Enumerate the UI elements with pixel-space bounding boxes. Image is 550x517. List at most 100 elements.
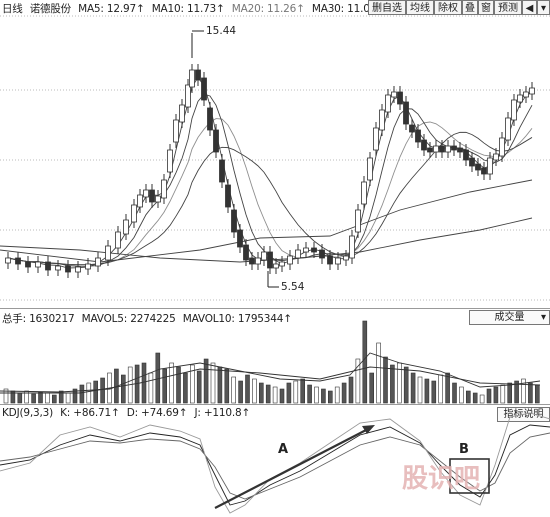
volume-bar — [348, 376, 354, 404]
candle-body — [273, 263, 279, 269]
overlay-button[interactable]: 叠 — [462, 0, 478, 15]
volume-bar — [327, 390, 333, 404]
candle-body — [189, 69, 195, 88]
annotation-a: A — [278, 442, 288, 457]
volume-bar — [58, 390, 64, 404]
volume-bar — [479, 394, 485, 404]
candle-body — [319, 249, 325, 259]
total-volume-readout: 总手: 1630217 — [2, 313, 75, 325]
d-readout: D: +74.69↑ — [126, 407, 188, 419]
candle-body — [469, 157, 475, 167]
candle-body — [391, 91, 397, 98]
window-button[interactable]: 窗 — [478, 0, 494, 15]
candle-body — [517, 94, 523, 103]
volume-bar — [410, 372, 416, 404]
candle-body — [403, 101, 409, 125]
candle-body — [213, 129, 219, 153]
volume-bar — [514, 380, 519, 404]
volume-bar — [486, 388, 492, 404]
kdj-name: KDJ(9,3,3) — [2, 407, 53, 419]
volume-bar — [121, 374, 126, 404]
j-readout: J: +110.8↑ — [194, 407, 251, 419]
candle-body — [15, 257, 21, 265]
moving-average-line — [7, 93, 533, 267]
delete-favorite-button[interactable]: 删自选 — [368, 0, 406, 15]
candle-body — [373, 127, 379, 151]
indicator-select-value: 成交量 — [494, 312, 525, 323]
volume-bar — [507, 382, 513, 404]
ex-rights-button[interactable]: 除权 — [434, 0, 462, 15]
volume-bar — [431, 380, 437, 404]
candle-body — [255, 257, 261, 265]
candle-body — [195, 69, 201, 81]
volume-bar — [93, 380, 98, 404]
volume-bar — [190, 364, 195, 404]
box-b — [449, 458, 490, 494]
volume-bar — [424, 378, 430, 404]
candle-body — [529, 87, 535, 95]
volume-bar — [369, 372, 375, 404]
low-price-label: 5.54 — [281, 281, 305, 293]
candle-body — [185, 84, 191, 108]
candle-body — [355, 209, 361, 233]
volume-bar — [493, 386, 499, 404]
pin-icon[interactable]: ◀ — [522, 0, 537, 15]
volume-bar — [176, 366, 181, 404]
volume-bar — [183, 372, 188, 404]
candle-body — [499, 137, 505, 157]
volume-bar — [265, 384, 271, 404]
period-label: 日线 — [2, 3, 23, 15]
volume-bar — [252, 378, 257, 404]
volume-bar — [355, 358, 361, 404]
price-panel: 日线 诺德股份 MA5: 12.97↑ MA10: 11.73↑ MA20: 1… — [0, 0, 550, 309]
volume-bar — [38, 391, 43, 404]
mavol5-line — [0, 352, 541, 393]
volume-bar — [403, 366, 409, 404]
candle-body — [5, 257, 11, 264]
volume-bar — [224, 368, 230, 404]
candle-body — [173, 119, 179, 143]
forecast-button[interactable]: 预测 — [494, 0, 522, 15]
candle-body — [451, 145, 457, 151]
volume-bar — [500, 384, 506, 404]
candle-body — [155, 195, 161, 203]
candle-body — [85, 263, 91, 270]
volume-header: 总手: 1630217 MAVOL5: 2274225 MAVOL10: 179… — [2, 311, 296, 326]
price-chart: 15.44 5.54 — [0, 15, 550, 301]
candle-body — [231, 209, 237, 233]
candle-body — [161, 179, 167, 199]
annotation-b: B — [459, 442, 469, 457]
moving-average-button[interactable]: 均线 — [406, 0, 434, 15]
volume-bar — [472, 392, 478, 404]
volume-bar — [528, 382, 533, 404]
watermark: 股识吧 — [402, 464, 480, 494]
volume-bar — [272, 386, 278, 404]
candle-body — [367, 157, 373, 181]
volume-bar — [72, 388, 78, 404]
indicator-select[interactable]: 成交量 ▾ — [469, 310, 550, 325]
candle-body — [207, 107, 213, 131]
candle-body — [421, 139, 427, 151]
candle-body — [201, 77, 207, 101]
candle-body — [143, 189, 149, 198]
candle-body — [349, 235, 355, 259]
candle-body — [95, 257, 101, 267]
volume-bar — [334, 386, 340, 404]
volume-bar — [534, 384, 540, 404]
candle-body — [25, 261, 31, 268]
volume-bar — [279, 388, 285, 404]
candle-body — [439, 145, 445, 153]
volume-bar — [452, 382, 457, 404]
candle-body — [149, 189, 155, 203]
volume-bar — [300, 378, 306, 404]
volume-bar — [210, 362, 216, 404]
volume-bar — [417, 376, 423, 404]
volume-bar — [169, 362, 174, 404]
volume-bar — [438, 374, 444, 404]
candle-body — [433, 145, 439, 153]
volume-bar — [45, 392, 50, 404]
candle-body — [225, 184, 231, 208]
ma5-readout: MA5: 12.97↑ — [78, 3, 145, 15]
candle-body — [361, 181, 367, 205]
volume-bar — [321, 388, 326, 404]
